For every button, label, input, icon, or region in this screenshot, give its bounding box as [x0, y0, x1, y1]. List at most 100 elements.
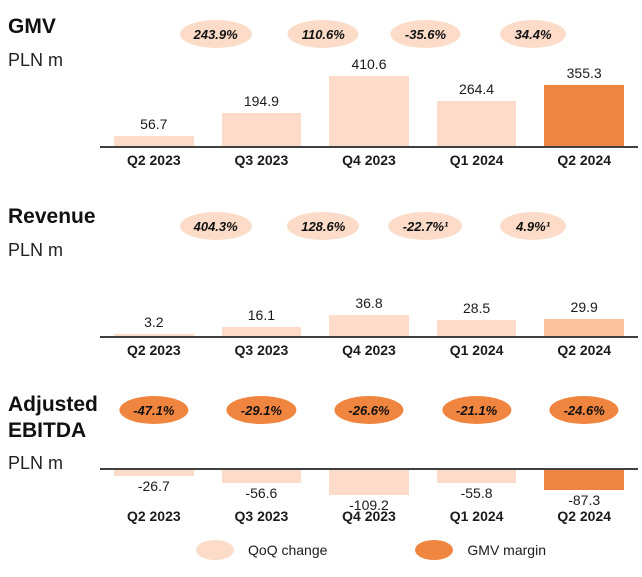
- bar-column: 355.3: [530, 65, 638, 146]
- bar-column: -87.3: [530, 470, 638, 508]
- revenue-chart-section: Revenue PLN m 404.3% 128.6% -22.7%¹ 4.9%…: [0, 190, 642, 380]
- gmv-margin-badge: -21.1%: [441, 396, 512, 424]
- bar-column: -55.8: [423, 470, 531, 501]
- qoq-badge: 34.4%: [500, 20, 567, 48]
- bar-column: 194.9: [208, 93, 316, 146]
- bar: [436, 320, 517, 336]
- gmv-margin-legend-label: GMV margin: [467, 542, 546, 558]
- gmv-margin-badge-label: -29.1%: [240, 402, 282, 418]
- gmv-bars: 56.7 194.9 410.6 264.4 355.3: [100, 50, 638, 148]
- bar-value-label: 29.9: [570, 299, 598, 315]
- qoq-badge: -22.7%¹: [388, 212, 463, 240]
- qoq-badge: 4.9%¹: [500, 212, 567, 240]
- qoq-badge: 128.6%: [287, 212, 360, 240]
- bar-value-label: 410.6: [351, 56, 387, 72]
- category-label: Q1 2024: [449, 152, 504, 168]
- bar-value-label: 355.3: [566, 65, 602, 81]
- category-label: Q2 2023: [126, 342, 181, 358]
- category-label: Q1 2024: [449, 508, 504, 524]
- category-label: Q4 2023: [342, 342, 396, 358]
- bar-column: -109.2: [315, 470, 423, 513]
- revenue-bars: 3.2 16.1 36.8 28.5 29.9: [100, 248, 638, 338]
- bar: [221, 113, 302, 146]
- category-label: Q3 2023: [234, 342, 289, 358]
- ebitda-plot: -47.1% -29.1% -26.6% -21.1% -24.6% -26.7…: [100, 380, 638, 536]
- bar-column: 3.2: [100, 314, 208, 336]
- bar-value-label: -26.7: [137, 478, 170, 494]
- bar: [221, 327, 302, 336]
- gmv-margin-badge: -24.6%: [549, 396, 619, 424]
- ebitda-title-block: Adjusted EBITDA PLN m: [8, 392, 102, 474]
- chart-unit: PLN m: [8, 49, 64, 70]
- ebitda-chart-section: Adjusted EBITDA PLN m -47.1% -29.1% -26.…: [0, 380, 642, 536]
- gmv-margin-badge-label: -21.1%: [455, 402, 498, 418]
- bar-column: -26.7: [100, 470, 208, 494]
- bar-column: 264.4: [423, 81, 531, 146]
- chart-title: GMV: [8, 15, 56, 38]
- bar: [113, 136, 194, 146]
- gmv-margin-badge: -26.6%: [334, 396, 404, 424]
- qoq-badge: -35.6%: [390, 20, 461, 48]
- revenue-title-block: Revenue PLN m: [8, 204, 102, 261]
- category-label: Q2 2024: [557, 342, 612, 358]
- qoq-badge-label: 243.9%: [193, 26, 238, 42]
- bar: [544, 319, 624, 336]
- category-label: Q4 2023: [342, 508, 396, 524]
- bar: [113, 334, 194, 336]
- qoq-badge-label: -22.7%¹: [402, 218, 449, 234]
- category-label: Q3 2023: [234, 508, 289, 524]
- bar-column: 56.7: [100, 116, 208, 146]
- bar-column: 29.9: [530, 299, 638, 336]
- ebitda-bars: -26.7 -56.6 -109.2 -55.8 -87.3: [100, 468, 638, 516]
- bar-column: 16.1: [208, 307, 316, 336]
- bar-value-label: 194.9: [243, 93, 279, 109]
- gmv-plot: 243.9% 110.6% -35.6% 34.4% 56.7 194.9 41…: [100, 0, 638, 190]
- bar-value-label: 264.4: [459, 81, 495, 97]
- gmv-margin-swatch: [415, 540, 454, 560]
- chart-title: Revenue: [8, 205, 96, 228]
- bar: [329, 470, 409, 495]
- category-label: Q2 2024: [557, 152, 612, 168]
- bar: [436, 470, 517, 483]
- legend: QoQ change GMV margin: [100, 540, 642, 560]
- bar-value-label: 36.8: [355, 295, 383, 311]
- bar-column: 28.5: [423, 300, 531, 336]
- chart-unit: PLN m: [8, 453, 64, 474]
- bar-value-label: -55.8: [460, 485, 493, 501]
- qoq-badge-label: -35.6%: [404, 26, 447, 42]
- gmv-category-row: Q2 2023 Q3 2023 Q4 2023 Q1 2024 Q2 2024: [100, 152, 638, 168]
- bar-value-label: 56.7: [140, 116, 168, 132]
- bar-value-label: 28.5: [462, 300, 491, 316]
- bar-value-label: 16.1: [247, 307, 276, 323]
- ebitda-category-row: Q2 2023 Q3 2023 Q4 2023 Q1 2024 Q2 2024: [100, 508, 638, 524]
- qoq-badge: 110.6%: [287, 20, 359, 48]
- category-label: Q2 2023: [126, 508, 181, 524]
- category-label: Q2 2024: [557, 508, 612, 524]
- qoq-badge-label: 4.9%¹: [516, 218, 551, 234]
- gmv-margin-badge-row: -47.1% -29.1% -26.6% -21.1% -24.6%: [100, 396, 638, 426]
- qoq-badge-row: 404.3% 128.6% -22.7%¹ 4.9%¹: [100, 212, 638, 242]
- qoq-badge-label: 128.6%: [301, 218, 346, 234]
- bar: [221, 470, 302, 483]
- bar: [544, 470, 624, 490]
- bar: [436, 101, 517, 146]
- bar: [329, 76, 409, 146]
- gmv-chart-section: GMV PLN m 243.9% 110.6% -35.6% 34.4% 56.…: [0, 0, 642, 190]
- gmv-margin-badge: -29.1%: [226, 396, 296, 424]
- qoq-change-swatch: [196, 540, 235, 560]
- bar-column: 36.8: [315, 295, 423, 336]
- gmv-margin-badge-label: -26.6%: [348, 402, 390, 418]
- gmv-title-block: GMV PLN m: [8, 14, 102, 71]
- qoq-badge-label: 404.3%: [193, 218, 238, 234]
- bar-value-label: 3.2: [144, 314, 164, 330]
- revenue-category-row: Q2 2023 Q3 2023 Q4 2023 Q1 2024 Q2 2024: [100, 342, 638, 358]
- qoq-badge: 404.3%: [179, 212, 252, 240]
- qoq-badge-row: 243.9% 110.6% -35.6% 34.4%: [100, 20, 638, 50]
- bar: [329, 315, 409, 336]
- category-label: Q4 2023: [342, 152, 396, 168]
- bar-value-label: -87.3: [568, 492, 601, 508]
- bar-value-label: -109.2: [349, 497, 389, 513]
- category-label: Q1 2024: [449, 342, 504, 358]
- bar: [544, 85, 624, 146]
